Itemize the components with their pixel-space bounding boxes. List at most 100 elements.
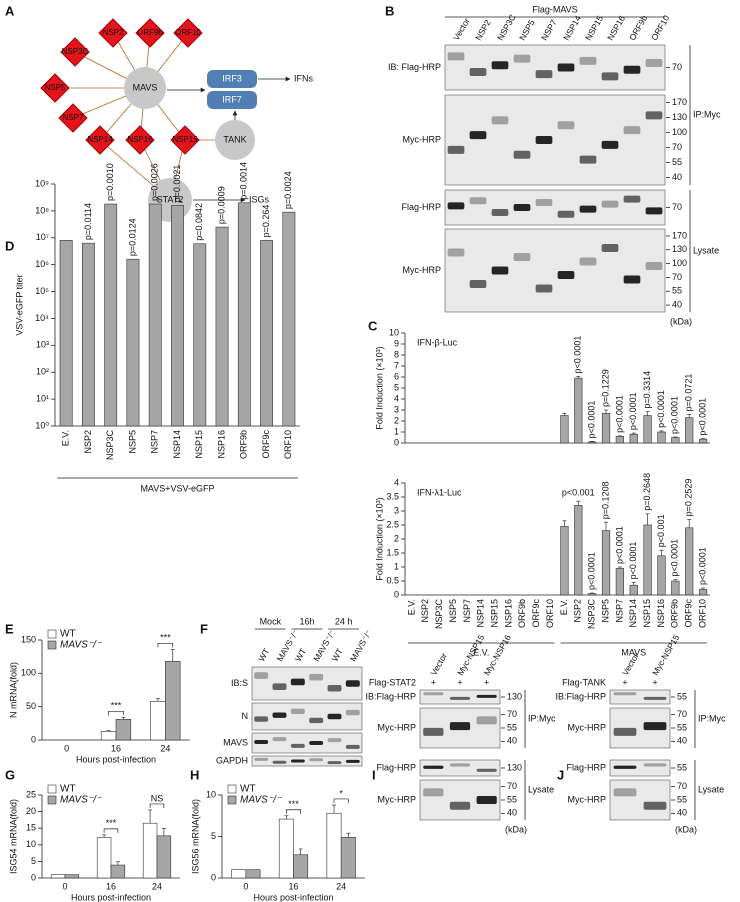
blot-panel xyxy=(444,189,666,226)
node-viral xyxy=(40,73,70,103)
y-tick-label: 3.5 xyxy=(386,491,399,501)
blot-band xyxy=(309,673,324,681)
bar xyxy=(81,242,95,427)
p-value: p<0.0001 xyxy=(628,392,638,430)
p-value: p<0.001 xyxy=(562,488,595,498)
node-hub xyxy=(124,67,166,109)
row-label: Myc-HRP xyxy=(378,794,417,804)
blot-band xyxy=(645,207,663,215)
x-tick-label: NSP15 xyxy=(194,430,204,459)
blot-band xyxy=(345,759,360,763)
x-tick-label: NSP2 xyxy=(420,599,430,623)
bar xyxy=(165,661,181,741)
size-marker: 40 xyxy=(672,172,682,182)
bar xyxy=(657,555,666,596)
size-marker: 100 xyxy=(672,258,687,268)
bar xyxy=(629,584,638,596)
lane-label: WT xyxy=(256,647,271,663)
significance-bracket xyxy=(108,710,124,716)
significance-bracket xyxy=(333,798,349,803)
row-label: IB:Flag-HRP xyxy=(365,691,416,701)
bar xyxy=(671,580,680,596)
x-tick-label: ORF10 xyxy=(545,599,555,628)
p-value: p=0.0010 xyxy=(105,163,115,201)
significance-label: NS xyxy=(151,793,164,803)
lane-label: NSP16 xyxy=(605,14,627,43)
y-tick-label: 15 xyxy=(26,823,36,833)
x-tick-label: NSP15 xyxy=(642,599,652,628)
bar xyxy=(104,203,118,427)
y-tick-label: 150 xyxy=(21,634,36,644)
blot-band xyxy=(513,54,531,63)
row-label: GAPDH xyxy=(216,755,248,765)
y-tick-label: 100 xyxy=(21,668,36,678)
blot-band xyxy=(327,684,342,692)
p-value: p=0.1229 xyxy=(600,369,610,407)
p-value: p<0.0001 xyxy=(587,401,597,439)
size-marker: 55 xyxy=(672,157,682,167)
size-marker: 55 xyxy=(507,794,517,804)
blot-band xyxy=(623,195,641,203)
significance-bracket xyxy=(149,803,165,808)
blot-band xyxy=(513,150,531,159)
blot-band xyxy=(601,72,619,81)
size-marker: 40 xyxy=(677,736,687,746)
row-label: Flag-HRP xyxy=(566,762,606,772)
blot-panel xyxy=(251,666,363,701)
y-tick-label: 10 xyxy=(206,789,216,799)
x-tick-label: NSP16 xyxy=(503,599,513,628)
bar xyxy=(96,837,112,879)
panel-letter: D xyxy=(5,238,14,253)
x-tick-label: 0 xyxy=(62,881,67,891)
bar xyxy=(615,568,624,596)
p-value: p<0.0001 xyxy=(697,547,707,585)
group-header: 24 h xyxy=(335,616,353,626)
node-label: IRF3 xyxy=(222,73,242,83)
size-marker: 55 xyxy=(672,286,682,296)
blot-band xyxy=(272,737,287,742)
bar xyxy=(237,202,251,427)
blot-band xyxy=(254,740,269,745)
row-label: Myc-HRP xyxy=(403,134,442,144)
bar xyxy=(657,431,666,444)
blot-band xyxy=(491,61,509,70)
bracket-label: Lysate xyxy=(693,245,719,255)
lane-label: NSP15 xyxy=(583,14,605,43)
bar xyxy=(560,415,569,444)
treatment-label: Flag-STAT2 xyxy=(369,677,416,687)
p-value: p=0.0026 xyxy=(150,163,160,201)
row-label: Myc-HRP xyxy=(378,722,417,732)
p-value: p<0.0001 xyxy=(670,396,680,434)
plus-sign: + xyxy=(652,677,657,687)
bar xyxy=(574,377,583,444)
legend-swatch xyxy=(47,629,57,639)
lane-label: Vector xyxy=(451,16,472,42)
blot-band xyxy=(557,271,575,279)
blot-band xyxy=(557,63,575,72)
size-marker: 70 xyxy=(672,272,682,282)
node-label: MAVS xyxy=(133,82,158,92)
node-viral xyxy=(125,125,155,155)
node-label: NSP2 xyxy=(103,28,124,37)
blot-band xyxy=(645,59,663,68)
y-axis-label: ISG54 mRNA(fold) xyxy=(8,799,18,874)
blot-band xyxy=(579,56,597,65)
x-tick-label: NSP5 xyxy=(600,599,610,623)
blot-band xyxy=(272,683,287,690)
y-tick-label: 10⁴ xyxy=(35,313,49,323)
legend-label: MAVS⁻/⁻ xyxy=(60,795,102,806)
p-value: p<0.0001 xyxy=(614,526,624,564)
node-label: NSP3C xyxy=(62,47,89,56)
x-tick-label: NSP5 xyxy=(127,430,137,454)
x-tick-label: 16 xyxy=(106,881,116,891)
bar xyxy=(260,240,274,427)
row-label: Myc-HRP xyxy=(403,265,442,275)
blot-band xyxy=(447,52,465,61)
legend-swatch xyxy=(47,795,57,805)
p-value: p=0.0014 xyxy=(239,162,249,200)
blot-band xyxy=(423,788,444,797)
blot-band xyxy=(449,763,471,767)
bar xyxy=(326,812,342,879)
y-tick-label: 0.5 xyxy=(386,575,399,585)
blot-panel xyxy=(609,689,671,705)
